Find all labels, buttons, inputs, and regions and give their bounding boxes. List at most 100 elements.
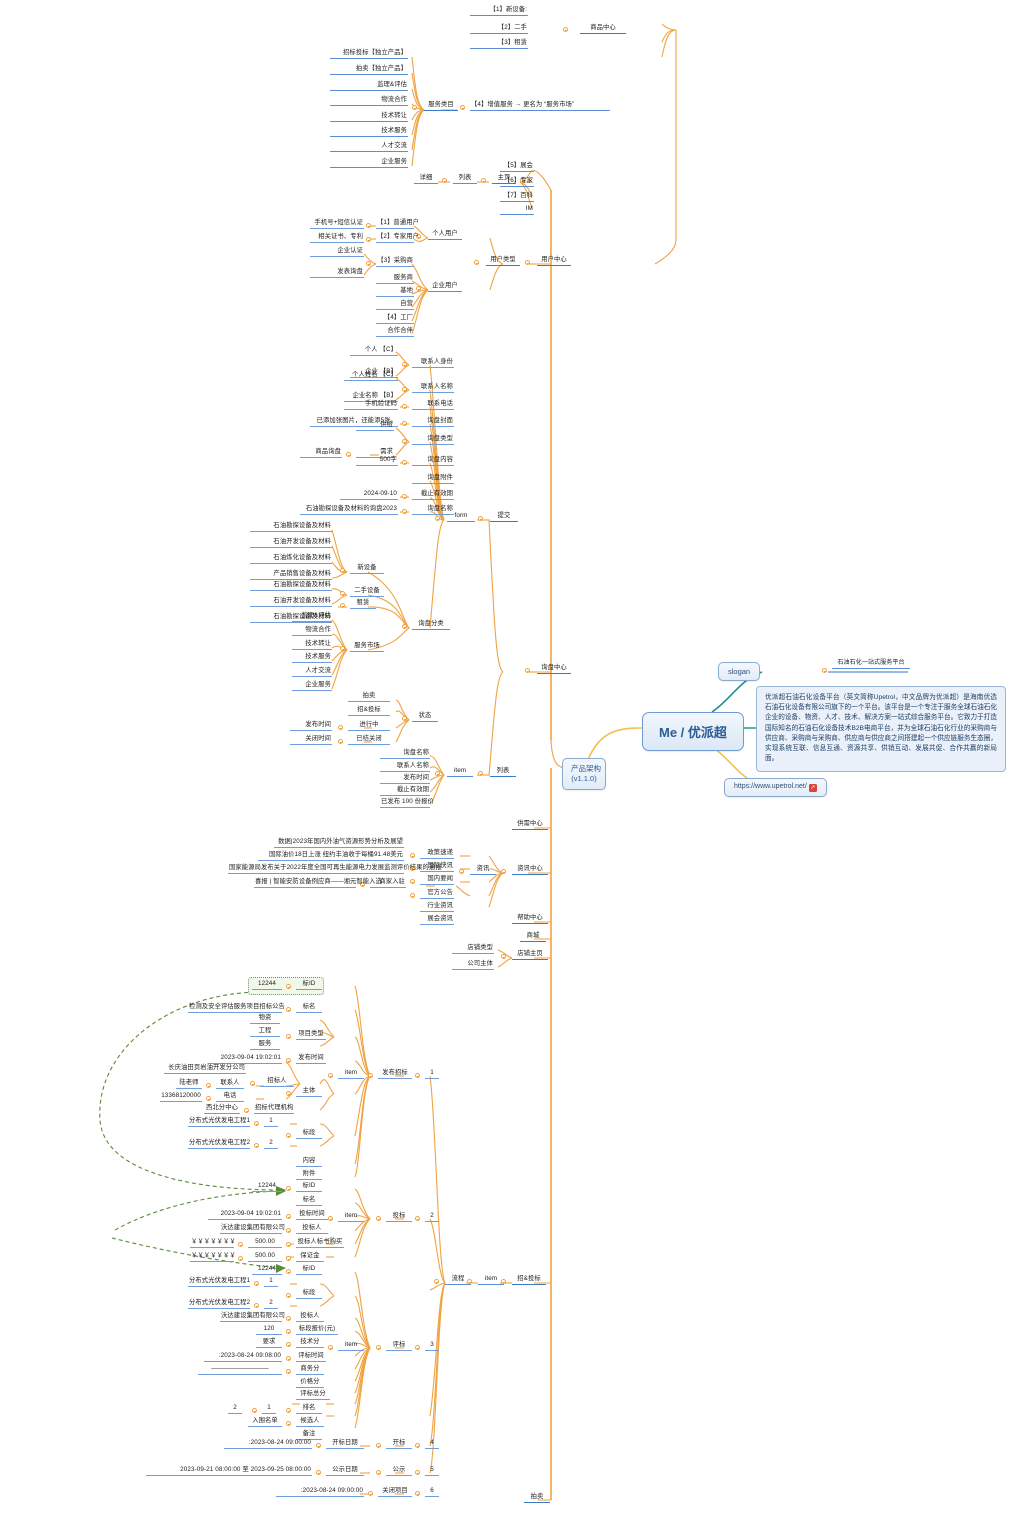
topic-service-item-1[interactable]: 拍卖【独立产品】 [330,65,408,75]
topic-status[interactable]: 状态 [412,712,438,722]
stage3-index-knob[interactable] [415,1345,420,1350]
topic-cat3-item-2[interactable]: 技术转让 [292,640,332,650]
topic-stage3-name[interactable]: 评标 [386,1341,412,1351]
topic-form-field-2[interactable]: 联系电话 [412,400,454,410]
topic-stage2-name[interactable]: 投标 [386,1212,412,1222]
topic-stage4-index[interactable]: 4 [425,1439,439,1449]
topic-shop-item-3[interactable]: 【3】租赁 [470,39,528,49]
s3-rank-knob[interactable] [252,1408,257,1413]
topic-enterprise-item-2[interactable]: 自营 [376,300,414,310]
topic-s3-lot-0-name[interactable]: 分布式光伏发电工程1 [188,1277,250,1287]
topic-news-cat-3[interactable]: 官方公告 [420,889,454,899]
form-field-4-extra-knob[interactable] [346,452,351,457]
topic-news-cat-1[interactable]: 国际快讯 [420,862,454,872]
topic-s3-field-3-value[interactable]: 120 [256,1325,282,1335]
s3-field-3-knob[interactable] [286,1329,291,1334]
slogan-node[interactable]: slogan [718,662,761,681]
topic-s5-field-0-label[interactable]: 公示日期 [326,1466,364,1476]
topic-stage5-name[interactable]: 公示 [386,1466,412,1476]
topic-personal-user[interactable]: 个人用户 [428,230,462,240]
topic-shop-home[interactable]: 店铺主页 [512,950,548,960]
topic-s1-bidder-label[interactable]: 招标人 [260,1077,294,1087]
news-headline-3-knob[interactable] [360,882,365,887]
topic-list-field-1[interactable]: 联系人名称 [380,762,430,772]
topic-form-field-0-child-1[interactable]: 企业 【B】 [350,368,398,378]
s2-field-2-knob[interactable] [286,1214,291,1219]
topic-form-field-8[interactable]: 询盘名称 [412,505,454,515]
stage5-index-knob[interactable] [415,1470,420,1475]
url-node[interactable]: https://www.upetrol.net/↗ [724,778,827,797]
topic-s3-field-4-value[interactable]: 要求 [256,1338,282,1348]
topic-cat3-item-0[interactable]: 监理&评估 [292,612,332,622]
topic-news-cat-2[interactable]: 国内要闻 [420,875,454,885]
topic-s1-phone-label[interactable]: 电话 [216,1092,244,1102]
topic-home[interactable]: 主页 [492,174,516,184]
stage1-item-knob[interactable] [328,1073,333,1078]
topic-status-item-2[interactable]: 进行中 [348,721,390,731]
s4-field-0-knob[interactable] [316,1443,321,1448]
topic-list-field-3[interactable]: 截止有效期 [380,786,430,796]
topic-s1-field-3-value[interactable]: 2023-09-04 19:02:01 [208,1054,282,1064]
topic-s3-field-0-label[interactable]: 标ID [296,1265,322,1275]
topic-s1-field-0-value[interactable]: 12244 [252,980,282,990]
topic-s1-phone-value[interactable]: 13368120000 [160,1092,202,1102]
topic-form[interactable]: form [447,512,475,522]
topic-s3-field-6-value[interactable]: ————————— [198,1365,282,1375]
personal-user-1-knob[interactable] [366,237,371,242]
topic-news-cat-4[interactable]: 行业资讯 [420,902,454,912]
topic-s2-field-2-value[interactable]: 2023-09-04 19:02:01 [208,1210,282,1220]
topic-s3-field-5-label[interactable]: 评标时间 [296,1352,326,1362]
topic-s2-field-4-extra[interactable]: ￥￥￥￥￥￥￥ [190,1238,236,1248]
s2-field-3-knob[interactable] [286,1228,291,1233]
topic-s2-field-2-label[interactable]: 投标时间 [296,1210,328,1220]
topic-list-field-2[interactable]: 发布时间 [380,774,430,784]
topic-cat3-item-1[interactable]: 物流合作 [292,626,332,636]
topic-buyer-child-1[interactable]: 发表询盘 [310,268,364,278]
topic-s1-agency-label[interactable]: 招标代理机构 [254,1104,294,1114]
topic-list-field-0[interactable]: 询盘名称 [380,749,430,759]
topic-category-group-1[interactable]: 二手设备 [350,587,384,597]
topic-s2-field-4-label[interactable]: 投标人标书购买 [296,1238,344,1248]
topic-stage3-item[interactable]: item [338,1341,364,1351]
topic-list[interactable]: 列表 [453,174,477,184]
architecture-node[interactable]: 产品架构 (v1.1.0) [562,758,606,791]
s3-field-0-knob[interactable] [286,1269,291,1274]
topic-s3-lot-1-name[interactable]: 分布式光伏发电工程2 [188,1299,250,1309]
s1-field-5-knob[interactable] [286,1133,291,1138]
s1-phone-knob[interactable] [206,1096,211,1101]
topic-form-field-0-child-0[interactable]: 个人 【C】 [350,346,398,356]
s1-field-3-knob[interactable] [286,1058,291,1063]
topic-stage2-item[interactable]: item [338,1212,364,1222]
topic-s2-field-0-value[interactable]: 12244 [252,1182,282,1192]
topic-buyer-child-0[interactable]: 企业认证 [310,247,364,257]
category-group-0-knob[interactable] [340,568,345,573]
topic-service-market[interactable]: 【4】增值服务 → 更名为 “服务市场” [470,101,610,111]
news-cat-2-knob[interactable] [410,879,415,884]
form-knob[interactable] [435,516,440,521]
topic-personal-user-0-child[interactable]: 手机号+短信认证 [310,219,364,229]
topic-s1-lot-1-name[interactable]: 分布式光伏发电工程2 [188,1139,250,1149]
external-link-icon[interactable]: ↗ [808,784,817,792]
topic-help-center[interactable]: 帮助中心 [512,914,548,924]
inquiry-list-item-knob[interactable] [435,771,440,776]
s3-field-4-knob[interactable] [286,1342,291,1347]
status-knob[interactable] [402,716,407,721]
topic-home-item-0[interactable]: 【5】展会 [500,162,534,172]
topic-inquiry-list[interactable]: 列表 [490,767,516,777]
topic-stage6-name[interactable]: 关闭项目 [378,1487,412,1497]
s5-field-0-knob[interactable] [316,1470,321,1475]
topic-news-headline-1[interactable]: 国际油价18日上涨 纽约丰油收于每桶91.48美元 [258,851,404,861]
category-group-1-knob[interactable] [340,591,345,596]
topic-service-item-4[interactable]: 技术转让 [330,112,408,122]
topic-s3-rank-1[interactable]: 1 [262,1404,276,1414]
topic-s3-field-2-label[interactable]: 投标人 [296,1312,324,1322]
topic-s3-field-10-label[interactable]: 候选人 [296,1417,324,1427]
topic-process[interactable]: 流程 [445,1275,471,1285]
stage3-item-knob[interactable] [328,1345,333,1350]
topic-stage4-name[interactable]: 开标 [386,1439,412,1449]
buyer-knob[interactable] [366,261,371,266]
topic-category-group-3[interactable]: 服务市场 [350,642,384,652]
topic-stage1-index[interactable]: 1 [425,1069,439,1079]
topic-s1-field-7-label[interactable]: 附件 [296,1170,322,1180]
